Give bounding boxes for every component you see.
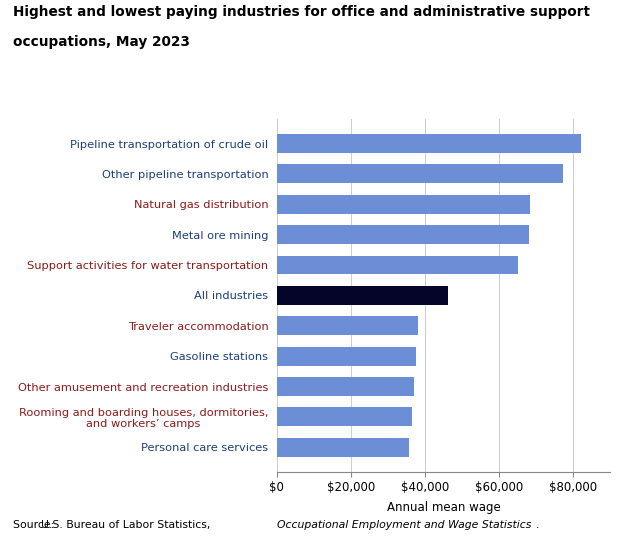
Bar bbox=[277, 164, 563, 183]
Bar bbox=[277, 195, 530, 214]
Bar bbox=[277, 377, 414, 396]
Bar bbox=[277, 347, 416, 365]
Text: Source:: Source: bbox=[13, 520, 57, 530]
Text: occupations, May 2023: occupations, May 2023 bbox=[13, 35, 189, 49]
Bar bbox=[277, 286, 448, 305]
Bar bbox=[277, 408, 413, 427]
Text: Highest and lowest paying industries for office and administrative support: Highest and lowest paying industries for… bbox=[13, 5, 589, 20]
Bar bbox=[277, 317, 418, 335]
Bar bbox=[277, 438, 409, 457]
Bar bbox=[277, 134, 581, 153]
Bar bbox=[277, 256, 518, 274]
Bar bbox=[277, 225, 529, 244]
Text: U.S. Bureau of Labor Statistics,: U.S. Bureau of Labor Statistics, bbox=[41, 520, 214, 530]
Text: Occupational Employment and Wage Statistics: Occupational Employment and Wage Statist… bbox=[277, 520, 531, 530]
X-axis label: Annual mean wage: Annual mean wage bbox=[387, 501, 500, 514]
Text: .: . bbox=[536, 520, 539, 530]
